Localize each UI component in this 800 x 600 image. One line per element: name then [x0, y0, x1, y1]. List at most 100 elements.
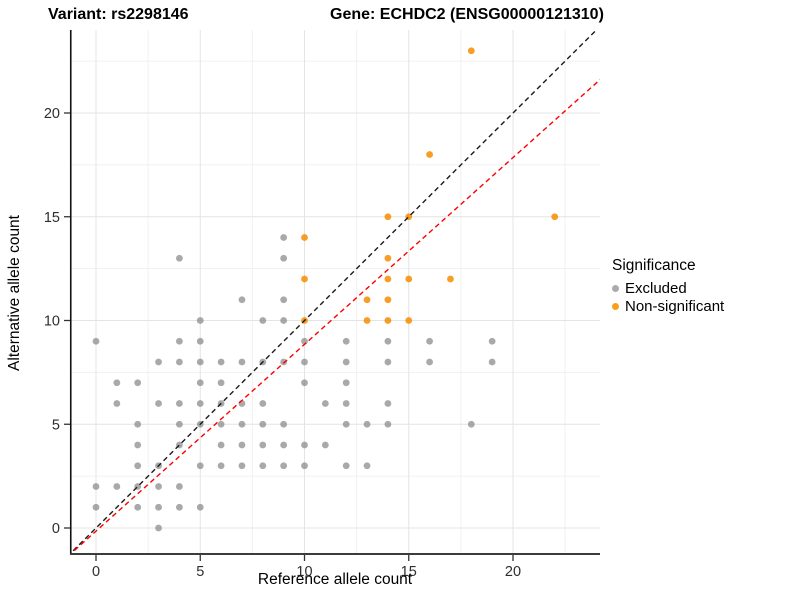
- data-point-non-significant: [363, 296, 371, 304]
- data-point-excluded: [113, 483, 121, 490]
- data-point-excluded: [238, 441, 246, 449]
- data-point-excluded: [92, 483, 100, 490]
- data-point-excluded: [321, 441, 329, 449]
- data-point-excluded: [342, 358, 350, 366]
- ratio-line: [70, 78, 600, 555]
- x-axis-title: Reference allele count: [257, 571, 413, 588]
- x-tick-label: 0: [92, 564, 100, 580]
- data-point-excluded: [176, 420, 183, 428]
- legend-item-label: Non-significant: [625, 298, 725, 315]
- data-point-excluded: [217, 420, 225, 428]
- data-point-excluded: [280, 358, 288, 366]
- data-point-excluded: [280, 420, 288, 428]
- excluded-marker-icon: [612, 285, 619, 292]
- data-point-excluded: [342, 379, 350, 387]
- data-point-excluded: [155, 483, 162, 490]
- data-point-excluded: [342, 400, 350, 407]
- data-point-excluded: [134, 441, 142, 449]
- data-point-non-significant: [384, 296, 392, 304]
- data-point-excluded: [301, 379, 308, 387]
- data-point-non-significant: [384, 317, 392, 324]
- data-point-excluded: [259, 317, 267, 324]
- data-point-excluded: [92, 337, 100, 345]
- minor-gridlines: [70, 30, 600, 555]
- data-point-non-significant: [467, 47, 475, 55]
- data-point-excluded: [176, 483, 183, 490]
- scatter-panel: 0 5 10 15 20 0 5 10 15 20: [44, 30, 600, 580]
- data-point-excluded: [259, 462, 267, 470]
- x-tick-label: 15: [401, 564, 417, 580]
- data-point-excluded: [196, 358, 204, 366]
- data-point-excluded: [259, 441, 267, 449]
- data-point-non-significant: [447, 275, 454, 283]
- data-point-excluded: [280, 234, 288, 241]
- data-point-excluded: [301, 337, 308, 345]
- data-point-excluded: [301, 462, 308, 470]
- data-point-excluded: [384, 337, 392, 345]
- series-excluded: [92, 234, 496, 532]
- data-point-excluded: [196, 462, 204, 470]
- data-point-excluded: [155, 358, 162, 366]
- data-point-excluded: [488, 337, 496, 345]
- data-point-excluded: [134, 462, 142, 470]
- data-point-excluded: [155, 400, 162, 407]
- data-point-excluded: [113, 379, 121, 387]
- data-point-excluded: [176, 337, 183, 345]
- data-point-excluded: [384, 358, 392, 366]
- data-point-excluded: [280, 296, 288, 304]
- data-point-excluded: [176, 503, 183, 511]
- data-point-excluded: [155, 524, 162, 532]
- non-significant-marker-icon: [612, 303, 619, 310]
- data-point-excluded: [217, 462, 225, 470]
- data-point-excluded: [488, 358, 496, 366]
- data-point-excluded: [238, 296, 246, 304]
- data-point-non-significant: [363, 317, 371, 324]
- data-point-excluded: [280, 317, 288, 324]
- data-point-excluded: [238, 462, 246, 470]
- data-point-excluded: [342, 337, 350, 345]
- data-point-non-significant: [384, 254, 392, 262]
- data-point-excluded: [238, 358, 246, 366]
- data-point-excluded: [176, 254, 183, 262]
- data-point-excluded: [426, 337, 433, 345]
- data-point-excluded: [196, 503, 204, 511]
- data-point-excluded: [196, 317, 204, 324]
- data-point-excluded: [280, 441, 288, 449]
- identity-line: [70, 30, 598, 555]
- data-point-excluded: [92, 503, 100, 511]
- data-point-excluded: [134, 503, 142, 511]
- legend-item-non-significant: Non-significant: [612, 298, 724, 315]
- data-point-excluded: [426, 358, 433, 366]
- data-point-excluded: [196, 379, 204, 387]
- data-point-non-significant: [405, 317, 413, 324]
- y-axis-title-text: Alternative allele count: [6, 214, 23, 371]
- data-point-excluded: [342, 462, 350, 470]
- data-point-excluded: [384, 420, 392, 428]
- legend-item-excluded: Excluded: [612, 280, 724, 297]
- data-point-excluded: [176, 358, 183, 366]
- data-point-excluded: [321, 400, 329, 407]
- data-point-excluded: [217, 441, 225, 449]
- x-tick-label: 10: [296, 564, 312, 580]
- data-point-non-significant: [384, 213, 392, 221]
- data-point-non-significant: [405, 275, 413, 283]
- data-point-excluded: [259, 400, 267, 407]
- data-point-excluded: [196, 337, 204, 345]
- y-axis-title: Alternative allele count: [2, 30, 28, 555]
- y-tick-label: 10: [44, 314, 60, 330]
- plot-title-gene: Gene: ECHDC2 (ENSG00000121310): [330, 6, 604, 23]
- y-tick-label: 5: [52, 417, 60, 433]
- data-point-excluded: [238, 420, 246, 428]
- data-point-excluded: [176, 400, 183, 407]
- data-point-non-significant: [551, 213, 559, 221]
- legend-title: Significance: [612, 257, 696, 274]
- data-point-excluded: [280, 254, 288, 262]
- data-point-excluded: [155, 503, 162, 511]
- x-tick-label: 5: [196, 564, 204, 580]
- data-point-excluded: [301, 441, 308, 449]
- data-point-non-significant: [384, 275, 392, 283]
- data-point-excluded: [217, 379, 225, 387]
- data-point-excluded: [301, 358, 308, 366]
- y-tick-label: 20: [44, 106, 60, 122]
